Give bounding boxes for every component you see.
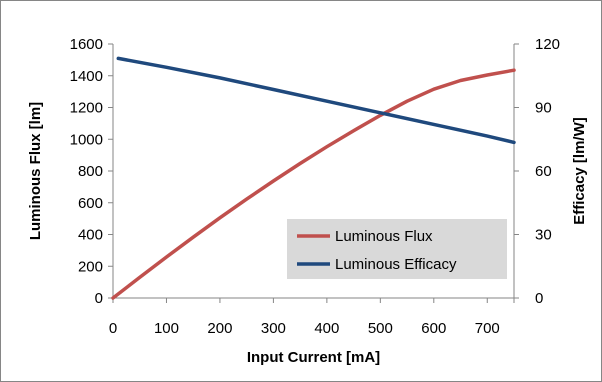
y-left-tick-label: 400 (78, 227, 103, 244)
series-line-luminous-efficacy (116, 56, 516, 145)
y-left-tick-label: 600 (78, 195, 103, 212)
y-right-tick-label: 90 (535, 100, 552, 117)
x-tick-label: 600 (421, 320, 446, 337)
x-tick-label: 300 (261, 320, 286, 337)
y-right-tick-label: 60 (535, 163, 552, 180)
series-group (111, 56, 516, 300)
x-tick-label: 400 (314, 320, 339, 337)
y-right-tick-label: 120 (535, 36, 560, 53)
y-left-axis-title: Luminous Flux [lm] (27, 102, 44, 240)
legend: Luminous Flux Luminous Efficacy (287, 219, 507, 279)
y-right-axis-title: Efficacy [lm/W] (571, 117, 588, 225)
y-left-tick-label: 800 (78, 163, 103, 180)
x-tick-label: 500 (368, 320, 393, 337)
axes: 0200400600800100012001400160003060901200… (70, 36, 560, 337)
y-right-tick-label: 30 (535, 227, 552, 244)
legend-label: Luminous Efficacy (335, 256, 457, 273)
x-axis-title: Input Current [mA] (247, 349, 380, 366)
y-left-tick-label: 1400 (70, 68, 103, 85)
y-left-tick-label: 1600 (70, 36, 103, 53)
legend-label: Luminous Flux (335, 228, 433, 245)
y-left-tick-label: 1000 (70, 131, 103, 148)
x-tick-label: 0 (109, 320, 117, 337)
y-left-tick-label: 0 (95, 290, 103, 307)
y-right-tick-label: 0 (535, 290, 543, 307)
x-tick-label: 700 (475, 320, 500, 337)
series-line-luminous-flux (111, 68, 516, 300)
x-tick-label: 200 (207, 320, 232, 337)
y-left-tick-label: 200 (78, 258, 103, 275)
x-tick-label: 100 (154, 320, 179, 337)
legend-box (287, 219, 507, 279)
y-left-tick-label: 1200 (70, 100, 103, 117)
